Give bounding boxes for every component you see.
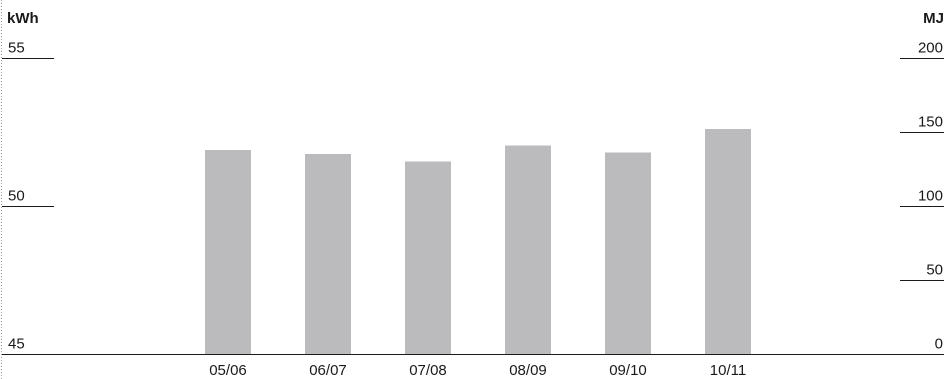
bars-group: [205, 129, 751, 354]
bar-05-06: [205, 149, 251, 354]
bar-10-11: [705, 129, 751, 354]
right-tick-label: 0: [935, 336, 943, 353]
category-label: 08/09: [509, 362, 547, 379]
category-label: 09/10: [609, 362, 647, 379]
right-tick-label: 50: [926, 262, 943, 279]
right-axis-unit: MJ: [923, 10, 944, 27]
category-labels: 05/06 06/07 07/08 08/09 09/10 10/11: [209, 362, 746, 379]
right-tick-label: 200: [918, 40, 943, 57]
category-label: 10/11: [710, 362, 746, 379]
bar-06-07: [305, 154, 351, 354]
right-tick-label: 100: [918, 188, 943, 205]
right-tick-label: 150: [918, 114, 943, 131]
left-axis-unit: kWh: [7, 10, 39, 27]
left-tick-label: 45: [8, 336, 25, 353]
bar-07-08: [405, 161, 451, 354]
category-label: 05/06: [209, 362, 247, 379]
category-label: 07/08: [409, 362, 447, 379]
right-axis-ticks: 0 50 100 150 200: [900, 40, 944, 353]
bar-08-09: [505, 145, 551, 354]
left-tick-label: 50: [8, 188, 25, 205]
bar-09-10: [605, 152, 651, 354]
left-axis-ticks: 45 50 55: [2, 40, 54, 353]
category-label: 06/07: [309, 362, 347, 379]
left-tick-label: 55: [8, 40, 25, 57]
